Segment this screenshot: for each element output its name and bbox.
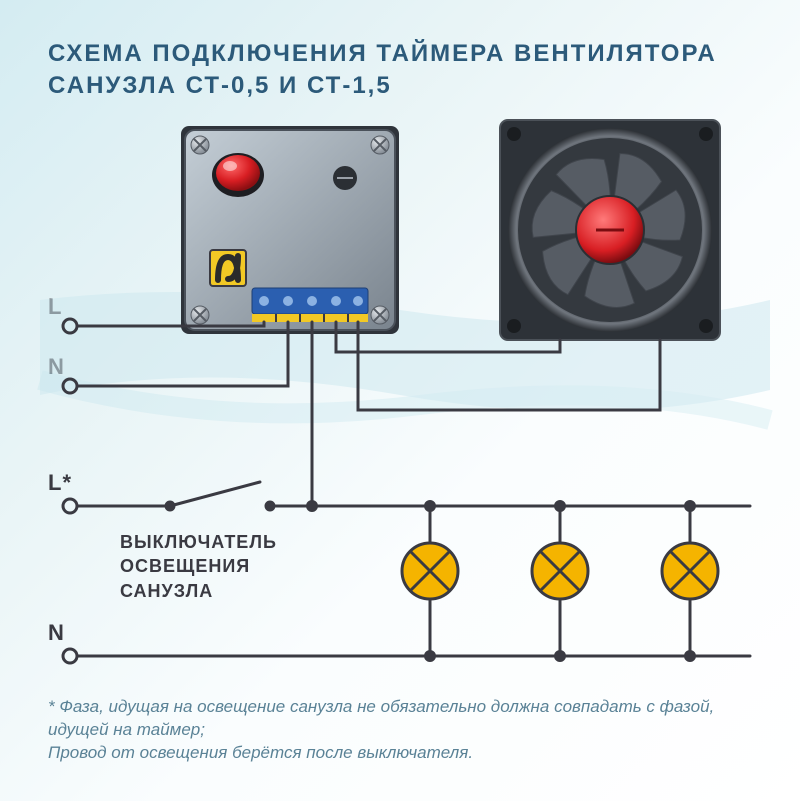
terminal-strip <box>252 288 368 322</box>
wiring-diagram <box>0 0 800 801</box>
trim-pot-icon <box>333 166 357 190</box>
lamp-icon <box>532 543 588 599</box>
screw-icon <box>191 306 209 324</box>
brand-logo-icon <box>210 250 246 286</box>
lamp-icon <box>402 543 458 599</box>
screw-icon <box>371 136 389 154</box>
screw-icon <box>371 306 389 324</box>
timer-unit <box>181 126 399 334</box>
lamps <box>402 543 718 599</box>
power-button-icon <box>212 153 264 197</box>
fan-unit <box>500 120 720 340</box>
screw-icon <box>191 136 209 154</box>
lamp-icon <box>662 543 718 599</box>
